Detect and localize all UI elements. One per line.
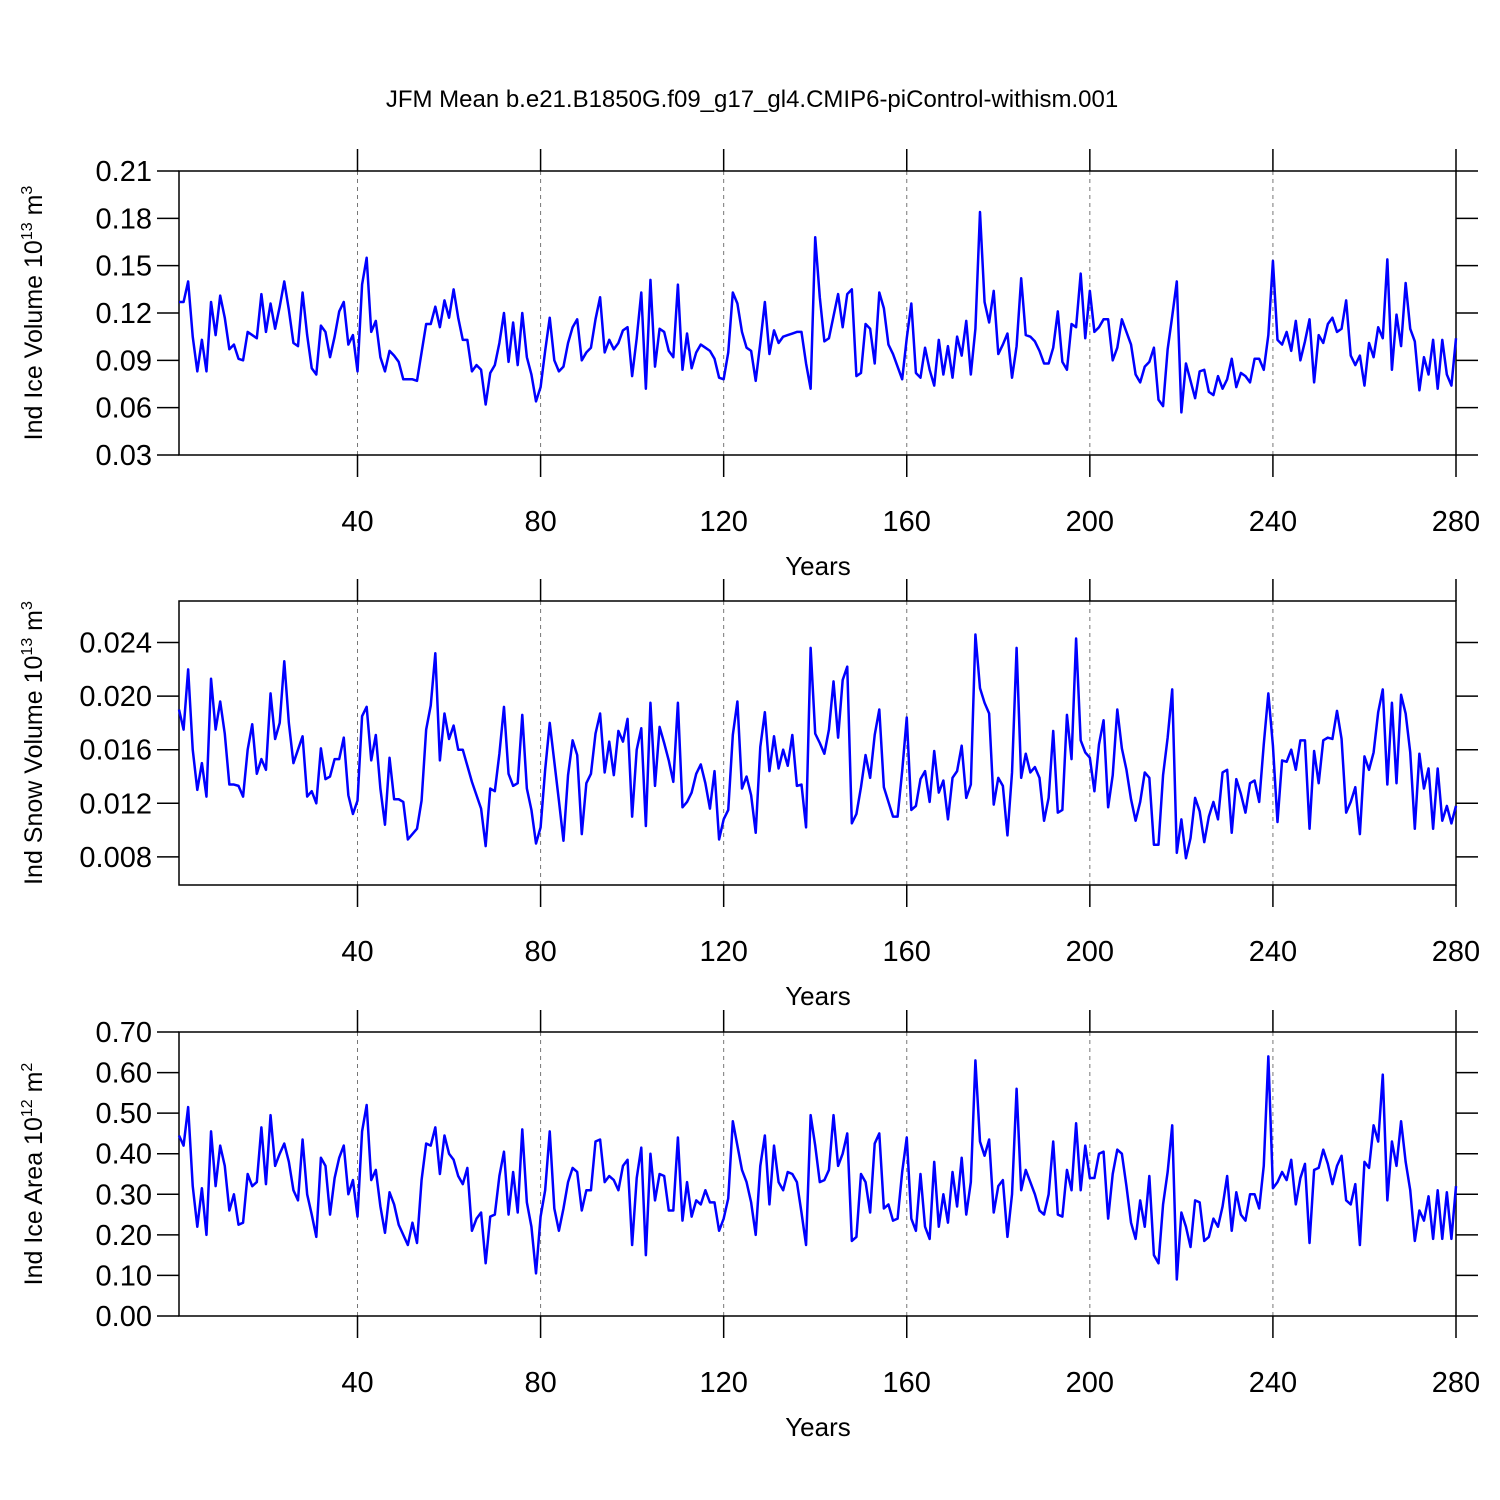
x-tick-label: 240 <box>1249 936 1297 968</box>
y-axis-label-part: Ind Snow Volume 10 <box>20 656 48 885</box>
x-tick-label: 280 <box>1432 1367 1480 1399</box>
y-tick-label: 0.024 <box>79 628 152 660</box>
data-line <box>177 633 1458 860</box>
x-tick-label: 160 <box>883 506 931 538</box>
y-axis-label: Ind Ice Volume 1013 m3 <box>19 186 48 441</box>
y-tick-label: 0.06 <box>96 393 152 425</box>
x-tick-label: 40 <box>341 936 373 968</box>
x-tick-label: 280 <box>1432 936 1480 968</box>
x-tick-label: 40 <box>341 1367 373 1399</box>
y-tick-label: 0.03 <box>96 440 152 472</box>
x-axis-label: Years <box>785 551 851 581</box>
data-line <box>179 210 1458 414</box>
data-line <box>177 1055 1458 1281</box>
y-tick-label: 0.10 <box>96 1260 152 1292</box>
x-tick-label: 200 <box>1066 506 1114 538</box>
y-tick-label: 0.008 <box>79 842 152 874</box>
y-axis-label-part: Ind Ice Area 10 <box>20 1117 48 1285</box>
panel: JFM Mean b.e21.B1850G.f09_g17_gl4.CMIP6-… <box>19 86 1480 581</box>
x-tick-label: 80 <box>524 506 556 538</box>
y-tick-label: 0.016 <box>79 735 152 767</box>
x-tick-label: 40 <box>341 506 373 538</box>
x-tick-label: 80 <box>524 936 556 968</box>
x-tick-label: 120 <box>699 1367 747 1399</box>
y-tick-label: 0.20 <box>96 1220 152 1252</box>
x-tick-label: 160 <box>883 936 931 968</box>
y-axis-label: Ind Snow Volume 1013 m3 <box>19 601 48 885</box>
x-tick-label: 200 <box>1066 1367 1114 1399</box>
y-tick-label: 0.09 <box>96 345 152 377</box>
y-tick-label: 0.12 <box>96 298 152 330</box>
y-axis-label-part: m <box>20 610 48 638</box>
x-tick-label: 120 <box>699 506 747 538</box>
x-tick-label: 240 <box>1249 1367 1297 1399</box>
y-axis-label-exponent: 3 <box>19 186 36 195</box>
y-tick-label: 0.012 <box>79 788 152 820</box>
y-axis-label-exponent: 3 <box>19 601 36 610</box>
y-axis-label-exponent: 2 <box>19 1063 36 1072</box>
y-tick-label: 0.60 <box>96 1058 152 1090</box>
y-tick-label: 0.020 <box>79 681 152 713</box>
y-tick-label: 0.21 <box>96 156 152 188</box>
y-axis-label-exponent: 13 <box>19 638 36 656</box>
y-tick-label: 0.00 <box>96 1301 152 1333</box>
x-tick-label: 280 <box>1432 506 1480 538</box>
plot-frame <box>178 170 1457 456</box>
panel: 40 80 120 160 200 240 280 0.00 0.10 0.20 0.30 0.40 0… <box>19 1010 1480 1442</box>
x-axis-label: Years <box>785 1412 851 1442</box>
y-axis-label-part: m <box>20 195 48 223</box>
plot-frame <box>178 600 1457 886</box>
x-tick-label: 240 <box>1249 506 1297 538</box>
x-tick-label: 120 <box>699 936 747 968</box>
y-axis-label: Ind Ice Area 1012 m2 <box>19 1063 48 1286</box>
x-tick-label: 200 <box>1066 936 1114 968</box>
y-tick-label: 0.18 <box>96 203 152 235</box>
y-axis-label-part: Ind Ice Volume 10 <box>20 240 48 440</box>
y-axis-label-exponent: 13 <box>19 222 36 240</box>
y-tick-label: 0.70 <box>96 1017 152 1049</box>
y-axis-label-part: m <box>20 1072 48 1100</box>
y-tick-label: 0.15 <box>96 251 152 283</box>
y-axis-label-exponent: 12 <box>19 1099 36 1117</box>
y-tick-label: 0.30 <box>96 1179 152 1211</box>
y-tick-label: 0.40 <box>96 1139 152 1171</box>
y-tick-label: 0.50 <box>96 1098 152 1130</box>
panel: 40 80 120 160 200 240 280 0.008 0.012 0.016 0.020 0… <box>19 579 1480 1011</box>
plot-frame <box>178 1031 1457 1317</box>
x-tick-label: 160 <box>883 1367 931 1399</box>
chart-title: JFM Mean b.e21.B1850G.f09_g17_gl4.CMIP6-… <box>386 86 1118 113</box>
x-tick-label: 80 <box>524 1367 556 1399</box>
x-axis-label: Years <box>785 981 851 1011</box>
